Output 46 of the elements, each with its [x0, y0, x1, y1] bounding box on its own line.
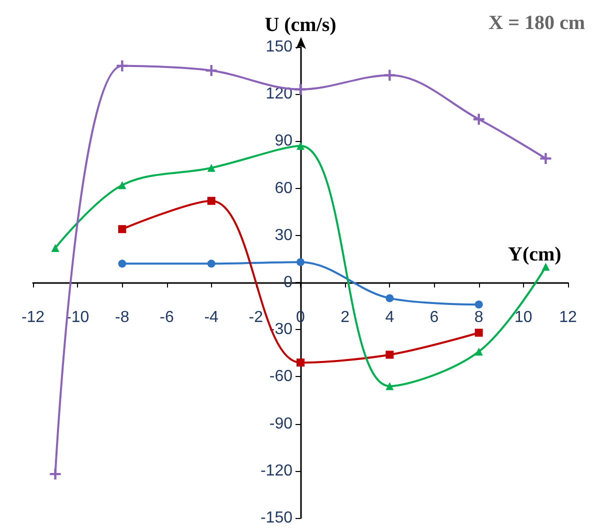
point — [118, 225, 126, 234]
point — [296, 258, 304, 266]
y-tick-label: 150 — [266, 38, 293, 56]
x-tick-label: -4 — [204, 309, 219, 326]
point — [474, 300, 483, 308]
point — [51, 244, 60, 252]
x-tick-label: 8 — [474, 309, 484, 326]
y-axis-title: U (cm/s) — [264, 14, 336, 36]
x-tick-label: 6 — [430, 309, 439, 326]
y-tick-label: -60 — [269, 368, 293, 386]
point — [118, 260, 126, 268]
x-tick-label: -2 — [248, 309, 264, 326]
point — [50, 468, 61, 480]
point — [474, 328, 483, 337]
point — [384, 70, 396, 81]
point — [207, 164, 216, 172]
x-tick-label: 12 — [559, 309, 577, 326]
point — [116, 60, 128, 72]
y-tick-label: 90 — [274, 132, 293, 150]
x-tick-label: 4 — [385, 309, 394, 326]
x-axis-title: Y(cm) — [508, 244, 562, 266]
y-tick-label: -90 — [269, 415, 293, 432]
y-tick-label: 60 — [274, 180, 293, 197]
point — [473, 114, 484, 125]
point — [296, 142, 304, 150]
point — [118, 181, 126, 190]
point — [540, 152, 552, 164]
point — [206, 65, 217, 76]
y-tick-label: 30 — [274, 226, 293, 244]
x-tick-label: 10 — [514, 309, 532, 326]
point — [386, 382, 394, 390]
x-tick-label: -8 — [115, 309, 130, 326]
chart-title: X = 180 cm — [488, 12, 586, 34]
x-tick-label: -6 — [160, 309, 174, 326]
x-tick-label: -10 — [66, 309, 90, 326]
point — [207, 260, 216, 268]
x-tick-label: 2 — [340, 309, 350, 326]
point — [386, 294, 394, 302]
point — [295, 84, 306, 95]
x-tick-label: -12 — [21, 309, 45, 326]
y-tick-label: -120 — [260, 462, 293, 480]
point — [207, 196, 216, 205]
point — [474, 348, 483, 356]
point — [296, 358, 304, 367]
y-tick-label: -150 — [260, 510, 293, 526]
point — [386, 350, 394, 359]
